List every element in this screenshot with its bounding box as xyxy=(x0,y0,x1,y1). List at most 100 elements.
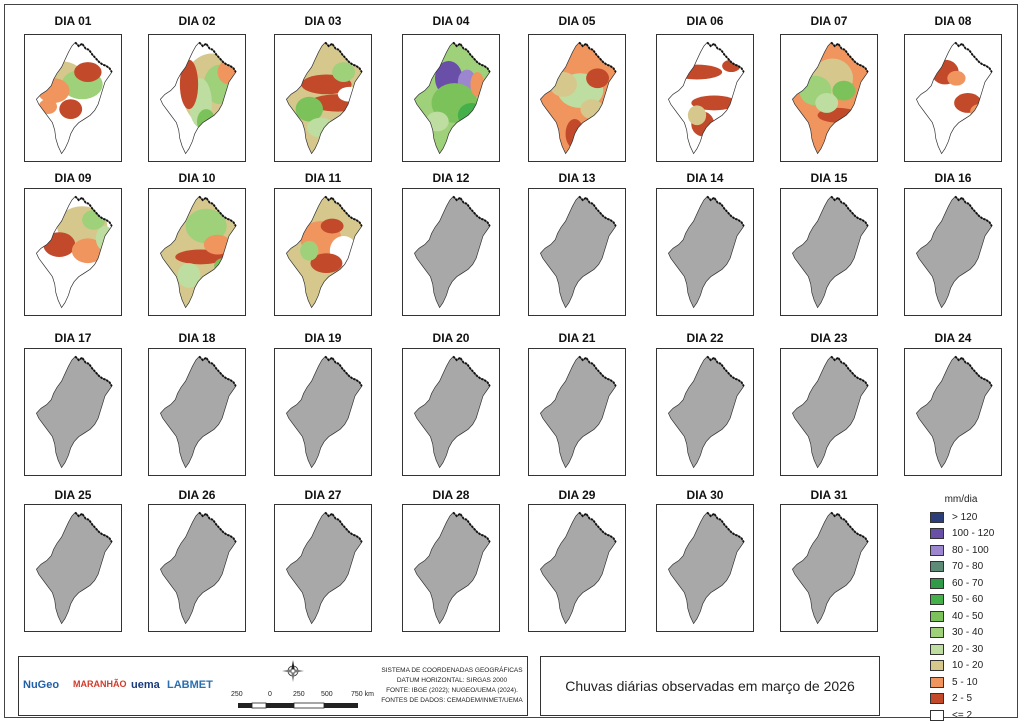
coastline xyxy=(578,511,617,543)
state-outline xyxy=(286,355,363,469)
state-outline xyxy=(668,195,745,309)
state-map xyxy=(36,511,113,625)
datum-text: DATUM HORIZONTAL: SIRGAS 2000 xyxy=(396,677,508,684)
coastline xyxy=(954,355,993,387)
rainfall-zone xyxy=(185,208,227,244)
state-fill xyxy=(540,512,616,624)
state-outline xyxy=(540,41,617,155)
state-fill xyxy=(286,512,362,624)
day-label: DIA 21 xyxy=(558,331,596,345)
day-label: DIA 16 xyxy=(934,171,972,185)
state-map xyxy=(36,195,113,309)
state-fill xyxy=(792,356,868,468)
day-map-panel xyxy=(780,34,878,162)
scale-label: 0 xyxy=(268,691,272,698)
day-label: DIA 23 xyxy=(810,331,848,345)
day-map-panel xyxy=(528,348,626,476)
rainfall-zone xyxy=(197,109,216,134)
rainfall-zone xyxy=(832,80,856,101)
legend-swatch xyxy=(930,528,944,539)
state-map xyxy=(916,195,993,309)
map-frame xyxy=(4,4,1018,718)
rainfall-zone xyxy=(214,258,233,273)
state-map xyxy=(540,511,617,625)
day-label: DIA 09 xyxy=(54,171,92,185)
day-label: DIA 29 xyxy=(558,488,596,502)
legend-swatch xyxy=(930,561,944,572)
state-outline xyxy=(36,195,113,309)
legend-label: 70 - 80 xyxy=(952,561,984,572)
day-label: DIA 03 xyxy=(304,14,342,28)
legend-item: 40 - 50 xyxy=(930,609,983,623)
state-map xyxy=(414,355,491,469)
day-map-panel xyxy=(24,34,122,162)
state-map xyxy=(668,355,745,469)
coastline xyxy=(578,195,617,227)
rainfall-zone xyxy=(95,226,112,251)
coastline xyxy=(324,511,363,543)
day-map-panel xyxy=(780,504,878,632)
legend-swatch xyxy=(930,643,944,655)
state-map xyxy=(414,195,491,309)
state-outline xyxy=(286,511,363,625)
coastline xyxy=(830,355,869,387)
coastline xyxy=(706,195,745,227)
rainfall-zone xyxy=(815,93,839,113)
state-map xyxy=(916,355,993,469)
title-box: Chuvas diárias observadas em março de 20… xyxy=(540,656,880,716)
state-outline xyxy=(916,41,993,155)
scale-label: 500 xyxy=(321,691,333,698)
day-map-panel xyxy=(274,34,372,162)
rainfall-zone xyxy=(37,78,70,103)
coastline xyxy=(198,355,237,387)
day-label: DIA 26 xyxy=(178,488,216,502)
day-map-panel xyxy=(24,348,122,476)
coastline xyxy=(706,41,745,73)
day-label: DIA 07 xyxy=(810,14,848,28)
day-label: DIA 13 xyxy=(558,171,596,185)
day-label: DIA 10 xyxy=(178,171,216,185)
legend-item: 50 - 60 xyxy=(930,593,983,607)
rainfall-zone xyxy=(43,232,76,257)
state-map xyxy=(540,195,617,309)
coastline xyxy=(198,195,237,227)
day-label: DIA 22 xyxy=(686,331,724,345)
day-map-panel xyxy=(148,34,246,162)
source-text: FONTE: IBGE (2022); NUGEO/UEMA (2024). xyxy=(386,687,518,694)
rainfall-zone xyxy=(217,59,236,85)
legend-title: mm/dia xyxy=(944,494,978,505)
legend-swatch xyxy=(930,709,944,721)
day-label: DIA 31 xyxy=(810,488,848,502)
coordinate-system-text: SISTEMA DE COORDENADAS GEOGRÁFICAS xyxy=(381,667,523,674)
state-fill xyxy=(916,356,992,468)
maranhao-logo: MARANHÃO xyxy=(73,679,127,689)
day-map-panel xyxy=(528,504,626,632)
day-map-panel xyxy=(274,348,372,476)
coastline xyxy=(198,511,237,543)
legend-swatch xyxy=(930,610,944,622)
coastline xyxy=(706,511,745,543)
state-outline xyxy=(792,41,869,155)
day-map-panel xyxy=(528,188,626,316)
day-label: DIA 17 xyxy=(54,331,92,345)
coastline xyxy=(578,41,617,73)
day-label: DIA 24 xyxy=(934,331,972,345)
state-map xyxy=(792,355,869,469)
legend-swatch xyxy=(930,676,944,688)
rainfall-zone xyxy=(203,234,232,255)
day-map-panel xyxy=(402,188,500,316)
coastline xyxy=(452,355,491,387)
state-outline xyxy=(540,195,617,309)
day-label: DIA 30 xyxy=(686,488,724,502)
state-fill xyxy=(540,356,616,468)
legend-item: 80 - 100 xyxy=(930,543,989,557)
state-fill xyxy=(668,512,744,624)
state-fill xyxy=(414,196,490,308)
state-map xyxy=(916,41,993,155)
state-outline xyxy=(668,511,745,625)
legend-item: 2 - 5 xyxy=(930,692,972,706)
coastline xyxy=(706,355,745,387)
rainfall-zone xyxy=(586,68,609,89)
state-map xyxy=(36,355,113,469)
